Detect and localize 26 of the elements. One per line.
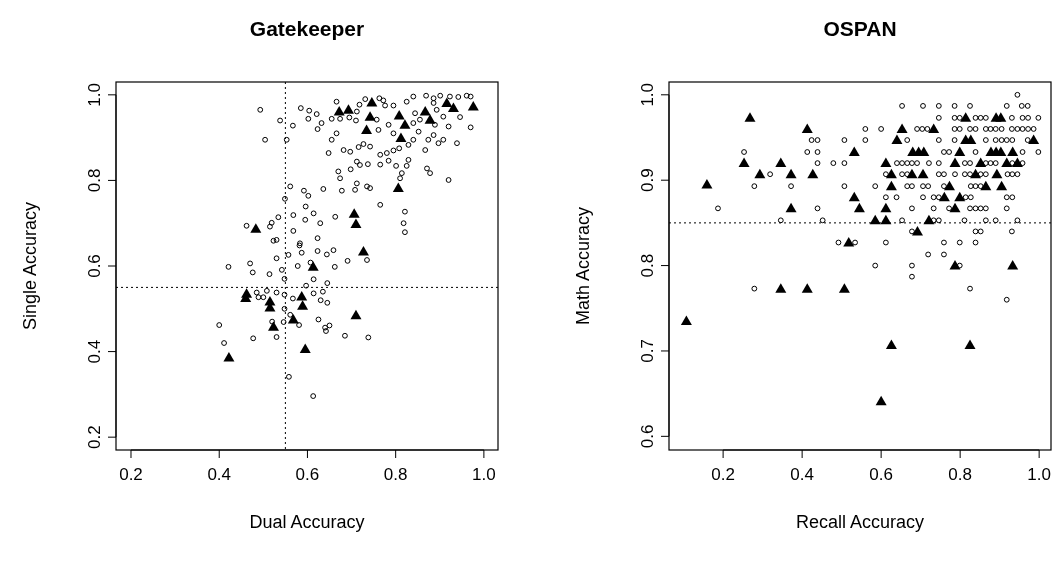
x-tick-label: 0.2 xyxy=(711,465,735,484)
y-axis-title: Single Accuracy xyxy=(20,201,40,331)
x-tick-label: 1.0 xyxy=(472,465,496,484)
x-tick-label: 1.0 xyxy=(1027,465,1051,484)
x-axis-title: Recall Accuracy xyxy=(795,512,925,532)
x-tick-label: 0.6 xyxy=(295,465,320,484)
x-tick-label: 0.4 xyxy=(207,465,232,484)
y-tick-label: 0.8 xyxy=(85,168,104,193)
x-tick-label: 0.2 xyxy=(119,465,143,484)
y-axis-title: Math Accuracy xyxy=(573,206,593,326)
chart-title: OSPAN xyxy=(823,17,897,40)
x-tick-label: 0.8 xyxy=(948,465,972,484)
y-tick-label: 0.9 xyxy=(638,168,657,193)
x-tick-label: 0.4 xyxy=(790,465,814,484)
y-tick-label: 0.7 xyxy=(638,339,657,363)
y-tick-label: 0.4 xyxy=(85,339,104,364)
y-tick-label: 1.0 xyxy=(85,83,104,107)
x-tick-label: 0.8 xyxy=(383,465,408,484)
chart-title: Gatekeeper xyxy=(249,17,365,40)
y-tick-label: 0.6 xyxy=(638,424,657,449)
x-axis-title: Dual Accuracy xyxy=(249,512,365,532)
y-tick-label: 0.6 xyxy=(85,254,104,278)
x-tick-label: 0.6 xyxy=(869,465,893,484)
y-tick-label: 1.0 xyxy=(638,82,657,107)
y-tick-label: 0.8 xyxy=(638,253,657,278)
y-tick-label: 0.2 xyxy=(85,425,104,449)
